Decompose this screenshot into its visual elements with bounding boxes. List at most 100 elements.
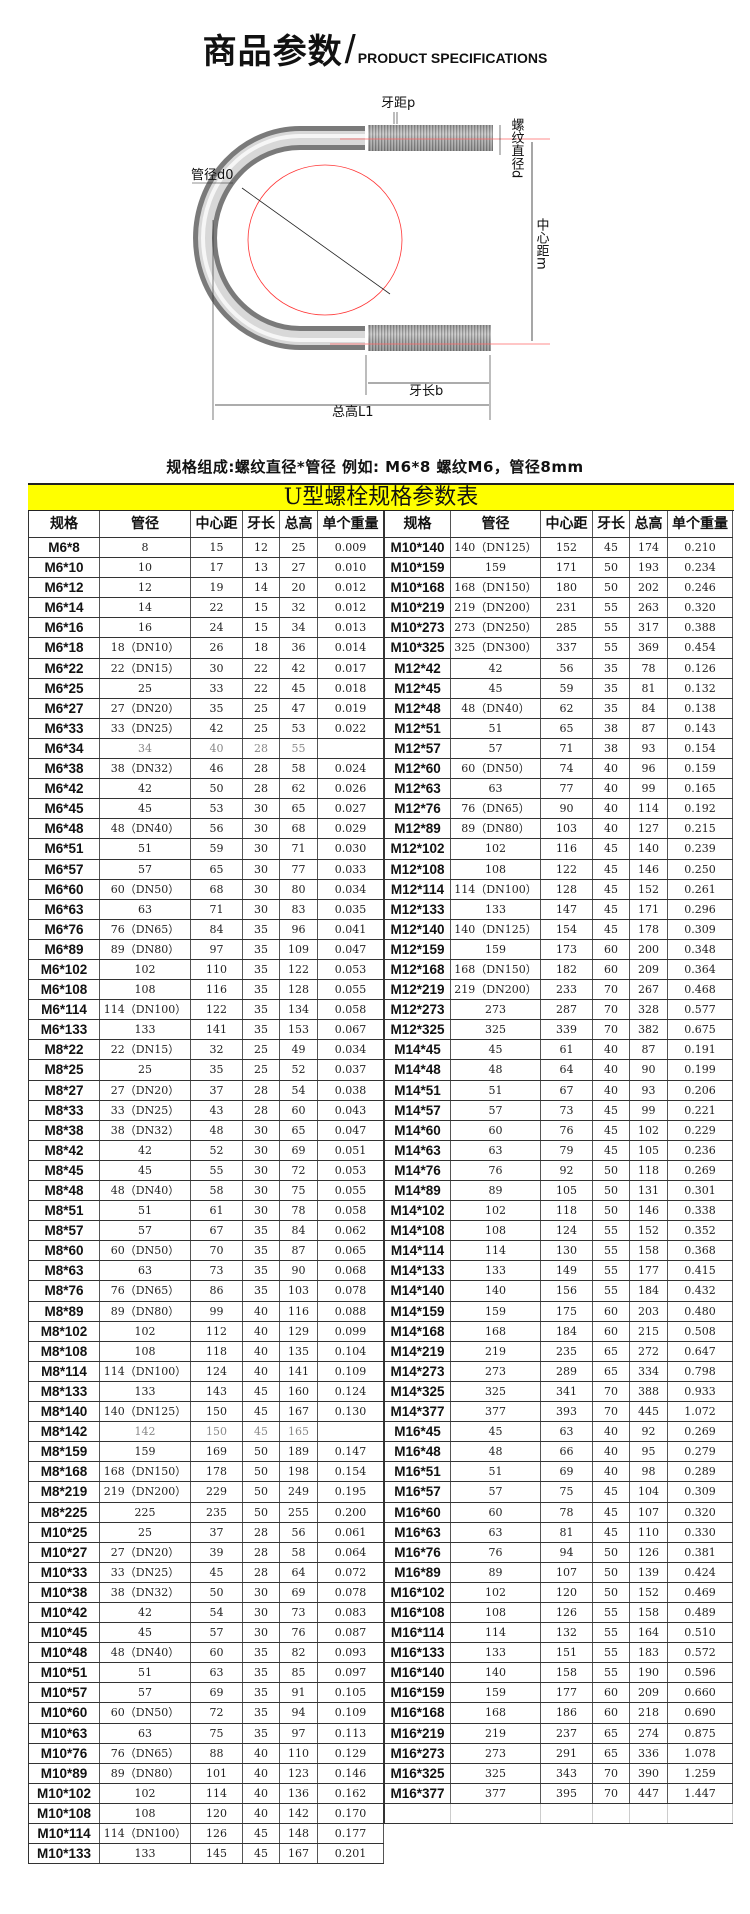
cell-unit-weight: 0.239 (668, 839, 733, 859)
cell-thread-length: 45 (593, 1522, 630, 1542)
cell-spec: M14*108 (385, 1221, 451, 1241)
cell-spec: M14*140 (385, 1281, 451, 1301)
table-row: M12*168 168（DN150） 182 60 209 0.364 (385, 959, 733, 981)
cell-unit-weight: 0.029 (318, 819, 384, 839)
empty-cell (593, 1803, 630, 1823)
cell-pipe-diameter: 89（DN80） (100, 1763, 191, 1783)
cell-total-height: 336 (630, 1743, 668, 1763)
table-row: M6*38 38（DN32） 46 28 58 0.024 (29, 759, 384, 780)
cell-thread-length: 30 (243, 1201, 280, 1221)
cell-unit-weight: 0.577 (668, 1000, 733, 1020)
cell-spec: M12*114 (385, 879, 451, 899)
cell-spec: M12*325 (385, 1020, 451, 1040)
cell-spec: M6*133 (29, 1020, 100, 1040)
table-row: M6*89 89（DN80） 97 35 109 0.047 (29, 939, 384, 960)
cell-total-height: 102 (630, 1120, 668, 1140)
cell-center-distance: 92 (541, 1160, 593, 1180)
cell-unit-weight: 0.159 (668, 759, 733, 779)
cell-spec: M10*114 (29, 1824, 100, 1844)
cell-spec: M8*168 (29, 1462, 100, 1482)
cell-pipe-diameter: 45 (100, 1623, 191, 1643)
cell-center-distance: 343 (541, 1763, 593, 1783)
cell-total-height: 65 (280, 1120, 318, 1140)
table-row: M16*325 325 343 70 390 1.259 (385, 1763, 733, 1784)
cell-center-distance: 86 (191, 1281, 243, 1301)
cell-total-height: 249 (280, 1482, 318, 1502)
cell-center-distance: 141 (191, 1020, 243, 1040)
cell-total-height: 116 (280, 1301, 318, 1321)
table-row: M16*45 45 63 40 92 0.269 (385, 1422, 733, 1443)
cell-thread-length: 55 (593, 1643, 630, 1663)
cell-thread-length: 30 (243, 1623, 280, 1643)
cell-spec: M8*25 (29, 1060, 100, 1080)
cell-pipe-diameter: 102 (100, 1783, 191, 1803)
table-row: M8*108 108 118 40 135 0.104 (29, 1341, 384, 1362)
cell-spec: M10*133 (29, 1844, 100, 1864)
cell-thread-length: 30 (243, 879, 280, 899)
cell-total-height: 178 (630, 919, 668, 939)
table-row: M12*133 133 147 45 171 0.296 (385, 899, 733, 920)
cell-pipe-diameter: 114 (451, 1623, 541, 1643)
cell-spec: M14*159 (385, 1301, 451, 1321)
cell-total-height: 171 (630, 899, 668, 919)
table-row: M10*133 133 145 45 167 0.201 (29, 1844, 384, 1865)
cell-pipe-diameter: 57 (100, 1683, 191, 1703)
cell-total-height: 80 (280, 879, 318, 899)
table-row: M12*102 102 116 45 140 0.239 (385, 839, 733, 860)
cell-thread-length: 55 (593, 1281, 630, 1301)
cell-center-distance: 237 (541, 1723, 593, 1743)
cell-thread-length: 60 (593, 1703, 630, 1723)
cell-spec: M6*89 (29, 939, 100, 959)
cell-pipe-diameter: 22（DN15） (100, 658, 191, 678)
table-row: M14*140 140 156 55 184 0.432 (385, 1281, 733, 1302)
cell-thread-length: 40 (593, 759, 630, 779)
cell-spec: M10*159 (385, 558, 451, 578)
cell-pipe-diameter: 45 (100, 1160, 191, 1180)
cell-pipe-diameter: 38（DN32） (100, 1582, 191, 1602)
cell-total-height: 85 (280, 1663, 318, 1683)
cell-thread-length: 65 (593, 1361, 630, 1381)
table-row: M8*27 27（DN20） 37 28 54 0.038 (29, 1080, 384, 1101)
cell-total-height: 45 (280, 678, 318, 698)
cell-unit-weight: 0.199 (668, 1060, 733, 1080)
cell-unit-weight: 0.067 (318, 1020, 384, 1040)
cell-thread-length: 25 (243, 698, 280, 718)
spec-format-description: 规格组成:螺纹直径*管径 例如: M6*8 螺纹M6，管径8mm (166, 458, 584, 476)
cell-total-height: 27 (280, 558, 318, 578)
cell-unit-weight: 0.165 (668, 779, 733, 799)
cell-total-height: 263 (630, 598, 668, 618)
cell-spec: M6*57 (29, 859, 100, 879)
table-row: M14*168 168 184 60 215 0.508 (385, 1321, 733, 1342)
cell-thread-length: 65 (593, 1723, 630, 1743)
cell-thread-length: 40 (593, 1080, 630, 1100)
cell-unit-weight: 0.206 (668, 1080, 733, 1100)
cell-total-height: 81 (630, 678, 668, 698)
cell-spec: M14*60 (385, 1120, 451, 1140)
cell-thread-length: 30 (243, 839, 280, 859)
table-row: M10*45 45 57 30 76 0.087 (29, 1623, 384, 1644)
cell-pipe-diameter: 60 (451, 1120, 541, 1140)
cell-unit-weight: 0.229 (668, 1120, 733, 1140)
cell-spec: M8*22 (29, 1040, 100, 1060)
cell-pipe-diameter: 140（DN125） (451, 538, 541, 558)
cell-unit-weight: 0.388 (668, 618, 733, 638)
cell-pipe-diameter: 33（DN25） (100, 1100, 191, 1120)
cell-total-height: 122 (280, 959, 318, 980)
cell-thread-length: 22 (243, 658, 280, 678)
cell-unit-weight: 0.798 (668, 1361, 733, 1381)
cell-spec: M10*325 (385, 638, 451, 658)
cell-unit-weight: 0.269 (668, 1422, 733, 1442)
cell-unit-weight: 0.572 (668, 1643, 733, 1663)
cell-pipe-diameter: 34 (100, 738, 191, 759)
cell-pipe-diameter: 8 (100, 538, 191, 558)
cell-thread-length: 50 (243, 1442, 280, 1462)
cell-unit-weight: 0.043 (318, 1100, 384, 1120)
cell-pipe-diameter: 168 (451, 1703, 541, 1723)
cell-center-distance: 393 (541, 1402, 593, 1422)
cell-total-height: 47 (280, 698, 318, 718)
cell-spec: M16*76 (385, 1542, 451, 1562)
cell-pipe-diameter: 219 (451, 1341, 541, 1361)
cell-unit-weight: 0.068 (318, 1261, 384, 1281)
cell-total-height: 152 (630, 879, 668, 899)
cell-thread-length: 35 (593, 678, 630, 698)
